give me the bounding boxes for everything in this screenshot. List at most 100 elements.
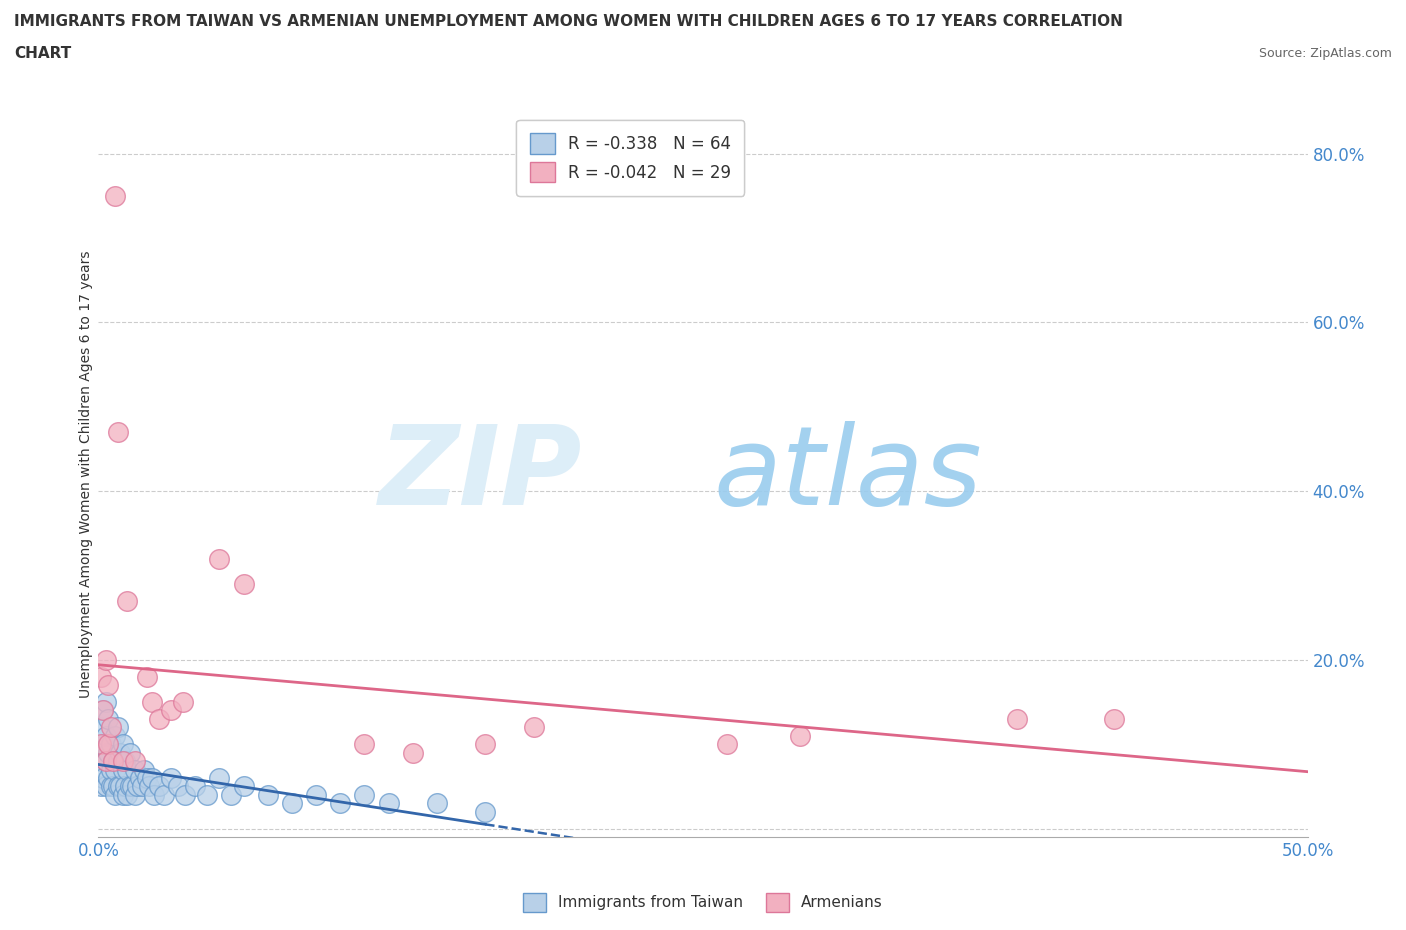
Point: [91, 703, 114, 718]
Point: [353, 737, 375, 751]
Point: [108, 745, 131, 760]
Point: [107, 720, 129, 735]
Point: [135, 670, 157, 684]
Text: Source: ZipAtlas.com: Source: ZipAtlas.com: [1258, 46, 1392, 60]
Point: [426, 796, 449, 811]
Point: [117, 762, 139, 777]
Point: [377, 796, 399, 811]
Point: [97, 745, 120, 760]
Point: [148, 779, 170, 794]
Point: [118, 745, 141, 760]
Point: [107, 425, 129, 440]
Point: [97, 737, 120, 751]
Point: [91, 737, 114, 751]
Point: [117, 788, 139, 803]
Point: [104, 788, 127, 803]
Point: [90, 753, 112, 768]
Point: [256, 788, 278, 803]
Point: [329, 796, 352, 811]
Point: [172, 695, 194, 710]
Point: [100, 720, 122, 735]
Point: [100, 737, 122, 751]
Text: ZIP: ZIP: [378, 420, 582, 528]
Point: [167, 779, 190, 794]
Point: [91, 771, 114, 786]
Point: [208, 771, 231, 786]
Point: [117, 593, 139, 608]
Point: [141, 695, 163, 710]
Point: [114, 779, 136, 794]
Point: [1007, 711, 1029, 726]
Legend: R = -0.338   N = 64, R = -0.042   N = 29: R = -0.338 N = 64, R = -0.042 N = 29: [516, 120, 744, 195]
Point: [101, 779, 124, 794]
Point: [160, 703, 183, 718]
Point: [114, 753, 136, 768]
Point: [124, 762, 146, 777]
Point: [104, 728, 127, 743]
Point: [94, 753, 117, 768]
Point: [90, 670, 112, 684]
Point: [184, 779, 207, 794]
Point: [402, 745, 425, 760]
Point: [143, 788, 166, 803]
Point: [474, 737, 496, 751]
Point: [232, 779, 254, 794]
Point: [111, 753, 134, 768]
Point: [108, 779, 131, 794]
Point: [232, 577, 254, 591]
Point: [90, 737, 112, 751]
Point: [134, 762, 156, 777]
Point: [474, 804, 496, 819]
Point: [107, 753, 129, 768]
Point: [131, 779, 153, 794]
Point: [107, 779, 129, 794]
Point: [1102, 711, 1125, 726]
Point: [91, 703, 114, 718]
Point: [94, 753, 117, 768]
Point: [111, 788, 134, 803]
Point: [94, 653, 117, 668]
Point: [195, 788, 218, 803]
Point: [135, 771, 157, 786]
Point: [94, 728, 117, 743]
Point: [97, 678, 120, 693]
Point: [174, 788, 197, 803]
Point: [94, 779, 117, 794]
Point: [127, 779, 149, 794]
Point: [138, 779, 160, 794]
Point: [104, 762, 127, 777]
Point: [124, 753, 146, 768]
Point: [111, 762, 134, 777]
Point: [305, 788, 328, 803]
Point: [94, 695, 117, 710]
Point: [523, 720, 546, 735]
Point: [101, 753, 124, 768]
Y-axis label: Unemployment Among Women with Children Ages 6 to 17 years: Unemployment Among Women with Children A…: [79, 250, 93, 698]
Point: [148, 711, 170, 726]
Point: [128, 771, 150, 786]
Point: [104, 189, 127, 204]
Legend: Immigrants from Taiwan, Armenians: Immigrants from Taiwan, Armenians: [517, 887, 889, 918]
Text: CHART: CHART: [14, 46, 72, 61]
Text: atlas: atlas: [714, 420, 983, 528]
Text: IMMIGRANTS FROM TAIWAN VS ARMENIAN UNEMPLOYMENT AMONG WOMEN WITH CHILDREN AGES 6: IMMIGRANTS FROM TAIWAN VS ARMENIAN UNEMP…: [14, 14, 1123, 29]
Point: [221, 788, 243, 803]
Point: [111, 737, 134, 751]
Point: [208, 551, 231, 566]
Point: [789, 728, 811, 743]
Point: [152, 788, 174, 803]
Point: [141, 771, 163, 786]
Point: [281, 796, 304, 811]
Point: [716, 737, 738, 751]
Point: [124, 788, 146, 803]
Point: [100, 762, 122, 777]
Point: [90, 720, 112, 735]
Point: [97, 711, 120, 726]
Point: [160, 771, 183, 786]
Point: [353, 788, 375, 803]
Point: [118, 779, 141, 794]
Point: [100, 779, 122, 794]
Point: [121, 779, 143, 794]
Point: [101, 753, 124, 768]
Point: [90, 779, 112, 794]
